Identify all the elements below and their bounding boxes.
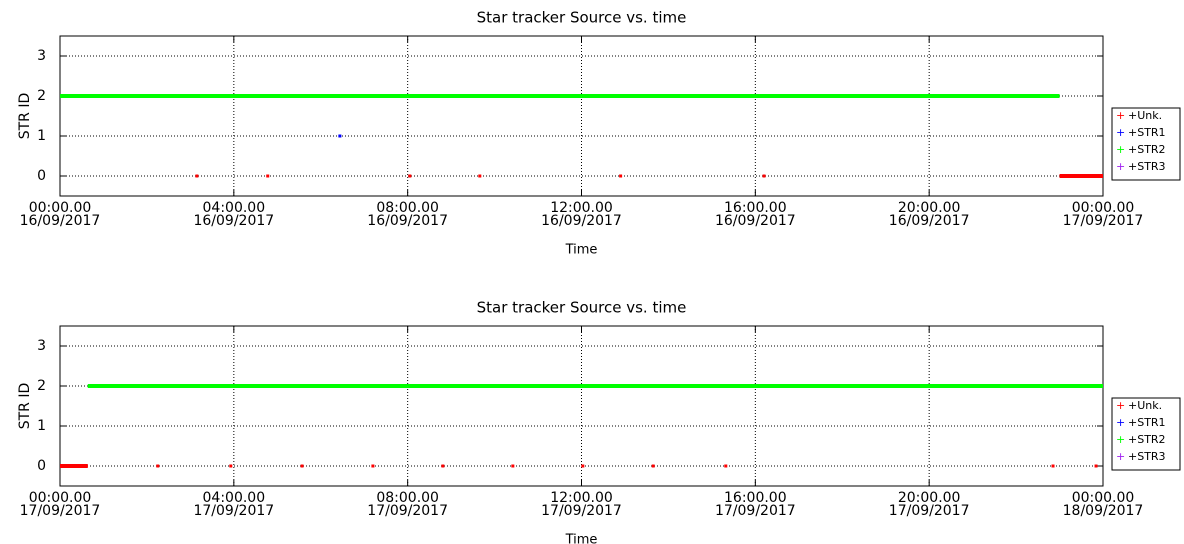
y-tick-label: 0: [37, 458, 46, 474]
data-point: [156, 464, 160, 468]
y-tick-label: 2: [37, 378, 46, 394]
x-tick-label: 08:00.00 16/09/2017: [367, 200, 448, 229]
legend-label: +STR1: [1128, 126, 1166, 139]
legend: + +Unk.+ +STR1+ +STR2+ +STR3: [1111, 397, 1181, 471]
x-tick-label: 12:00.00 17/09/2017: [541, 490, 622, 519]
legend-label: +STR3: [1128, 450, 1166, 463]
legend-box: [1111, 397, 1181, 471]
x-tick-label: 12:00.00 16/09/2017: [541, 200, 622, 229]
legend-label: +Unk.: [1128, 399, 1162, 412]
x-tick-label: 16:00.00 17/09/2017: [714, 490, 796, 519]
y-tick-label: 1: [37, 418, 46, 434]
data-point: [300, 464, 304, 468]
legend-label: +STR2: [1128, 143, 1166, 156]
y-axis-label: STR ID: [17, 383, 33, 430]
y-tick-label: 2: [37, 88, 46, 104]
legend-label: +STR1: [1128, 416, 1166, 429]
y-tick-label: 3: [37, 338, 46, 354]
data-point: [371, 464, 375, 468]
x-tick-label: 00:00.00 16/09/2017: [19, 200, 101, 229]
plot-frame: [59, 35, 1104, 197]
data-point: [762, 174, 766, 178]
chart-title: Star tracker Source vs. time: [477, 299, 687, 317]
x-tick-label: 00:00.00 17/09/2017: [1062, 200, 1144, 229]
y-tick-label: 1: [37, 128, 46, 144]
data-point: [478, 174, 482, 178]
legend-label: +STR2: [1128, 433, 1166, 446]
x-axis-label: Time: [565, 243, 598, 258]
legend-box: [1111, 107, 1181, 181]
x-tick-label: 20:00.00 17/09/2017: [888, 490, 970, 519]
data-point: [266, 174, 270, 178]
data-point: [651, 464, 655, 468]
x-axis-label: Time: [565, 533, 598, 544]
x-tick-label: 00:00.00 18/09/2017: [1062, 490, 1144, 519]
data-point: [619, 174, 623, 178]
data-point: [724, 464, 728, 468]
legend-symbol: +: [1116, 399, 1125, 412]
x-tick-label: 16:00.00 16/09/2017: [714, 200, 796, 229]
y-tick-label: 0: [37, 168, 46, 184]
data-point: [338, 134, 342, 138]
y-tick-label: 3: [37, 48, 46, 64]
data-point: [511, 464, 515, 468]
legend-symbol: +: [1116, 433, 1125, 446]
data-point: [408, 174, 412, 178]
data-point: [229, 464, 233, 468]
data-point: [1051, 464, 1055, 468]
legend-symbol: +: [1116, 160, 1125, 173]
legend-label: +STR3: [1128, 160, 1166, 173]
legend-symbol: +: [1116, 416, 1125, 429]
data-point: [581, 464, 585, 468]
legend-symbol: +: [1116, 143, 1125, 156]
data-point: [441, 464, 445, 468]
plot-frame: [59, 325, 1104, 487]
x-tick-label: 20:00.00 16/09/2017: [888, 200, 970, 229]
x-tick-label: 08:00.00 17/09/2017: [367, 490, 448, 519]
x-tick-label: 04:00.00 17/09/2017: [193, 490, 275, 519]
legend-label: +Unk.: [1128, 109, 1162, 122]
legend-symbol: +: [1116, 450, 1125, 463]
legend-symbol: +: [1116, 109, 1125, 122]
x-tick-label: 00:00.00 17/09/2017: [19, 490, 101, 519]
y-axis-label: STR ID: [17, 93, 33, 140]
legend-symbol: +: [1116, 126, 1125, 139]
data-point: [195, 174, 199, 178]
x-tick-label: 04:00.00 16/09/2017: [193, 200, 275, 229]
legend: + +Unk.+ +STR1+ +STR2+ +STR3: [1111, 107, 1181, 181]
data-point: [1094, 464, 1098, 468]
chart-title: Star tracker Source vs. time: [477, 9, 687, 27]
